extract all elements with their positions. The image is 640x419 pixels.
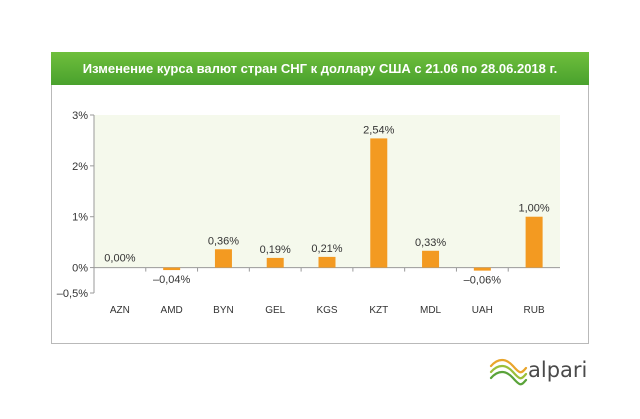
chart-title: Изменение курса валют стран СНГ к доллар… [51,52,589,85]
data-label: 0,00% [104,253,135,265]
data-label: 0,33% [415,237,446,249]
data-label: –0,04% [153,274,191,286]
alpari-wave-logo-icon [489,358,528,386]
y-tick-label: 3% [72,110,88,122]
data-label: 0,21% [311,243,342,255]
x-tick-label: AMD [161,305,183,316]
x-tick-label: BYN [213,305,234,316]
x-tick-label: GEL [265,305,285,316]
bar-mdl [422,250,440,268]
y-tick-label: –0,5% [57,288,88,300]
x-tick-label: MDL [420,305,442,316]
bar-gel [266,257,284,268]
bar-kgs [318,256,336,268]
bar-byn [214,249,232,268]
brand-logo-text: alpari [528,358,588,382]
bar-rub [525,216,543,268]
bar-uah [473,267,491,271]
data-label: 0,19% [260,244,291,256]
data-label: 0,36% [208,235,239,247]
x-tick-label: UAH [472,305,493,316]
x-tick-label: KZT [369,305,388,316]
data-label: –0,06% [464,275,502,287]
y-tick-label: 0% [72,263,88,275]
bar-amd [163,267,181,271]
x-tick-label: KGS [316,305,337,316]
x-tick-label: AZN [110,305,130,316]
data-label: 1,00% [519,203,550,215]
y-tick-label: 1% [72,212,88,224]
bar-kzt [370,138,388,268]
x-tick-label: RUB [524,305,545,316]
positive-area [94,115,560,268]
data-label: 2,54% [363,124,394,136]
y-tick-label: 2% [72,161,88,173]
